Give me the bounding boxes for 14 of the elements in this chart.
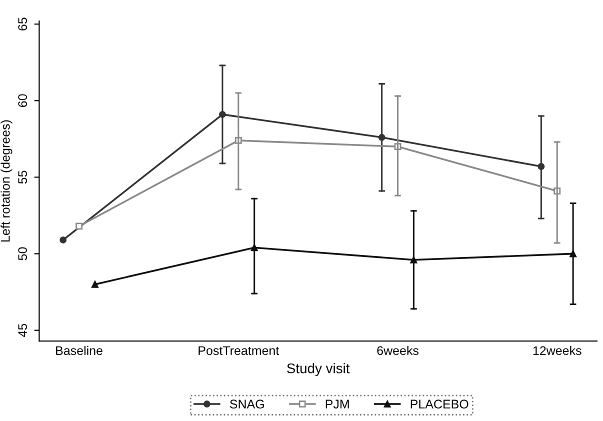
x-tick-label: Baseline (56, 346, 102, 356)
legend-label: PLACEBO (410, 400, 468, 409)
y-tick-label: 65 (18, 18, 27, 30)
x-tick-label: 12weeks (533, 346, 582, 356)
y-axis-title: Left rotation (degrees) (0, 120, 12, 242)
y-tick-label: 55 (18, 170, 27, 184)
y-tick-label: 45 (18, 324, 27, 337)
legend-label: PJM (326, 400, 349, 409)
y-tick-label: 50 (18, 247, 27, 260)
y-tick-label: 60 (18, 94, 27, 107)
x-tick-label: PostTreatment (198, 346, 280, 356)
x-axis-title: Study visit (287, 363, 350, 376)
legend-label: SNAG (230, 400, 264, 409)
x-tick-label: 6weeks (377, 346, 419, 356)
